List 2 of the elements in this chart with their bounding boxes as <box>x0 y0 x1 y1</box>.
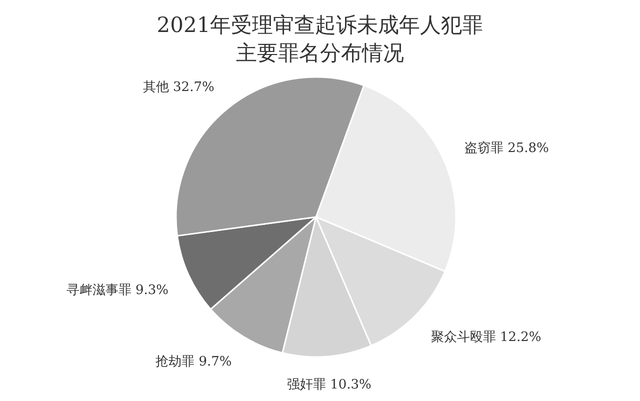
subtitle: 主要罪名分布情况 <box>236 41 404 65</box>
title: 2021年受理审查起诉未成年人犯罪 <box>156 13 484 37</box>
